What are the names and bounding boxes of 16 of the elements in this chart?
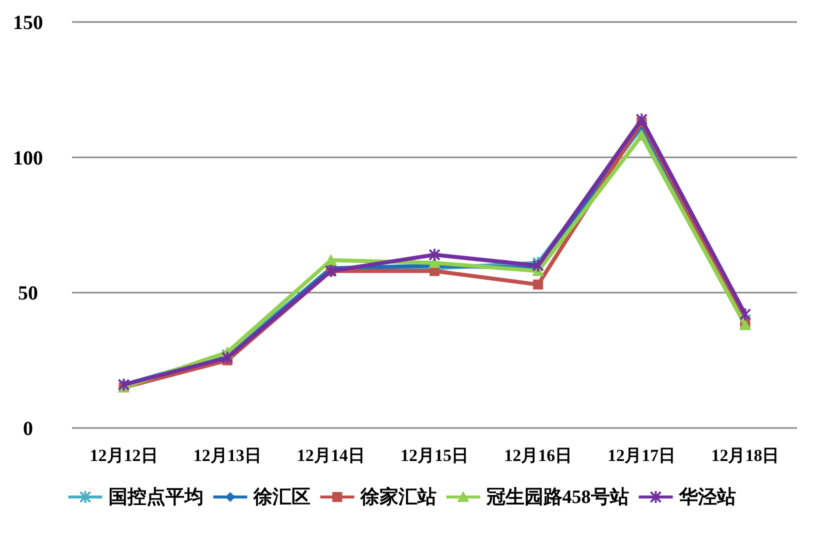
x-tick-label: 12月13日 <box>193 446 262 465</box>
legend-label: 冠生园路458号站 <box>485 486 629 508</box>
x-tick-label: 12月12日 <box>90 446 158 465</box>
x-tick-label: 12月15日 <box>400 446 468 465</box>
legend-label: 徐家汇站 <box>359 486 436 508</box>
legend-label: 华泾站 <box>678 486 736 508</box>
x-tick-label: 12月17日 <box>608 446 676 465</box>
x-tick-label: 12月16日 <box>504 446 572 465</box>
y-tick-label: 100 <box>13 147 43 170</box>
y-tick-label: 50 <box>18 282 38 305</box>
legend-label: 国控点平均 <box>108 486 204 508</box>
x-tick-label: 12月18日 <box>711 446 780 465</box>
x-tick-label: 12月14日 <box>296 446 365 465</box>
y-tick-label: 0 <box>23 418 33 440</box>
legend-label: 徐汇区 <box>252 487 310 508</box>
y-tick-label: 150 <box>13 12 43 34</box>
